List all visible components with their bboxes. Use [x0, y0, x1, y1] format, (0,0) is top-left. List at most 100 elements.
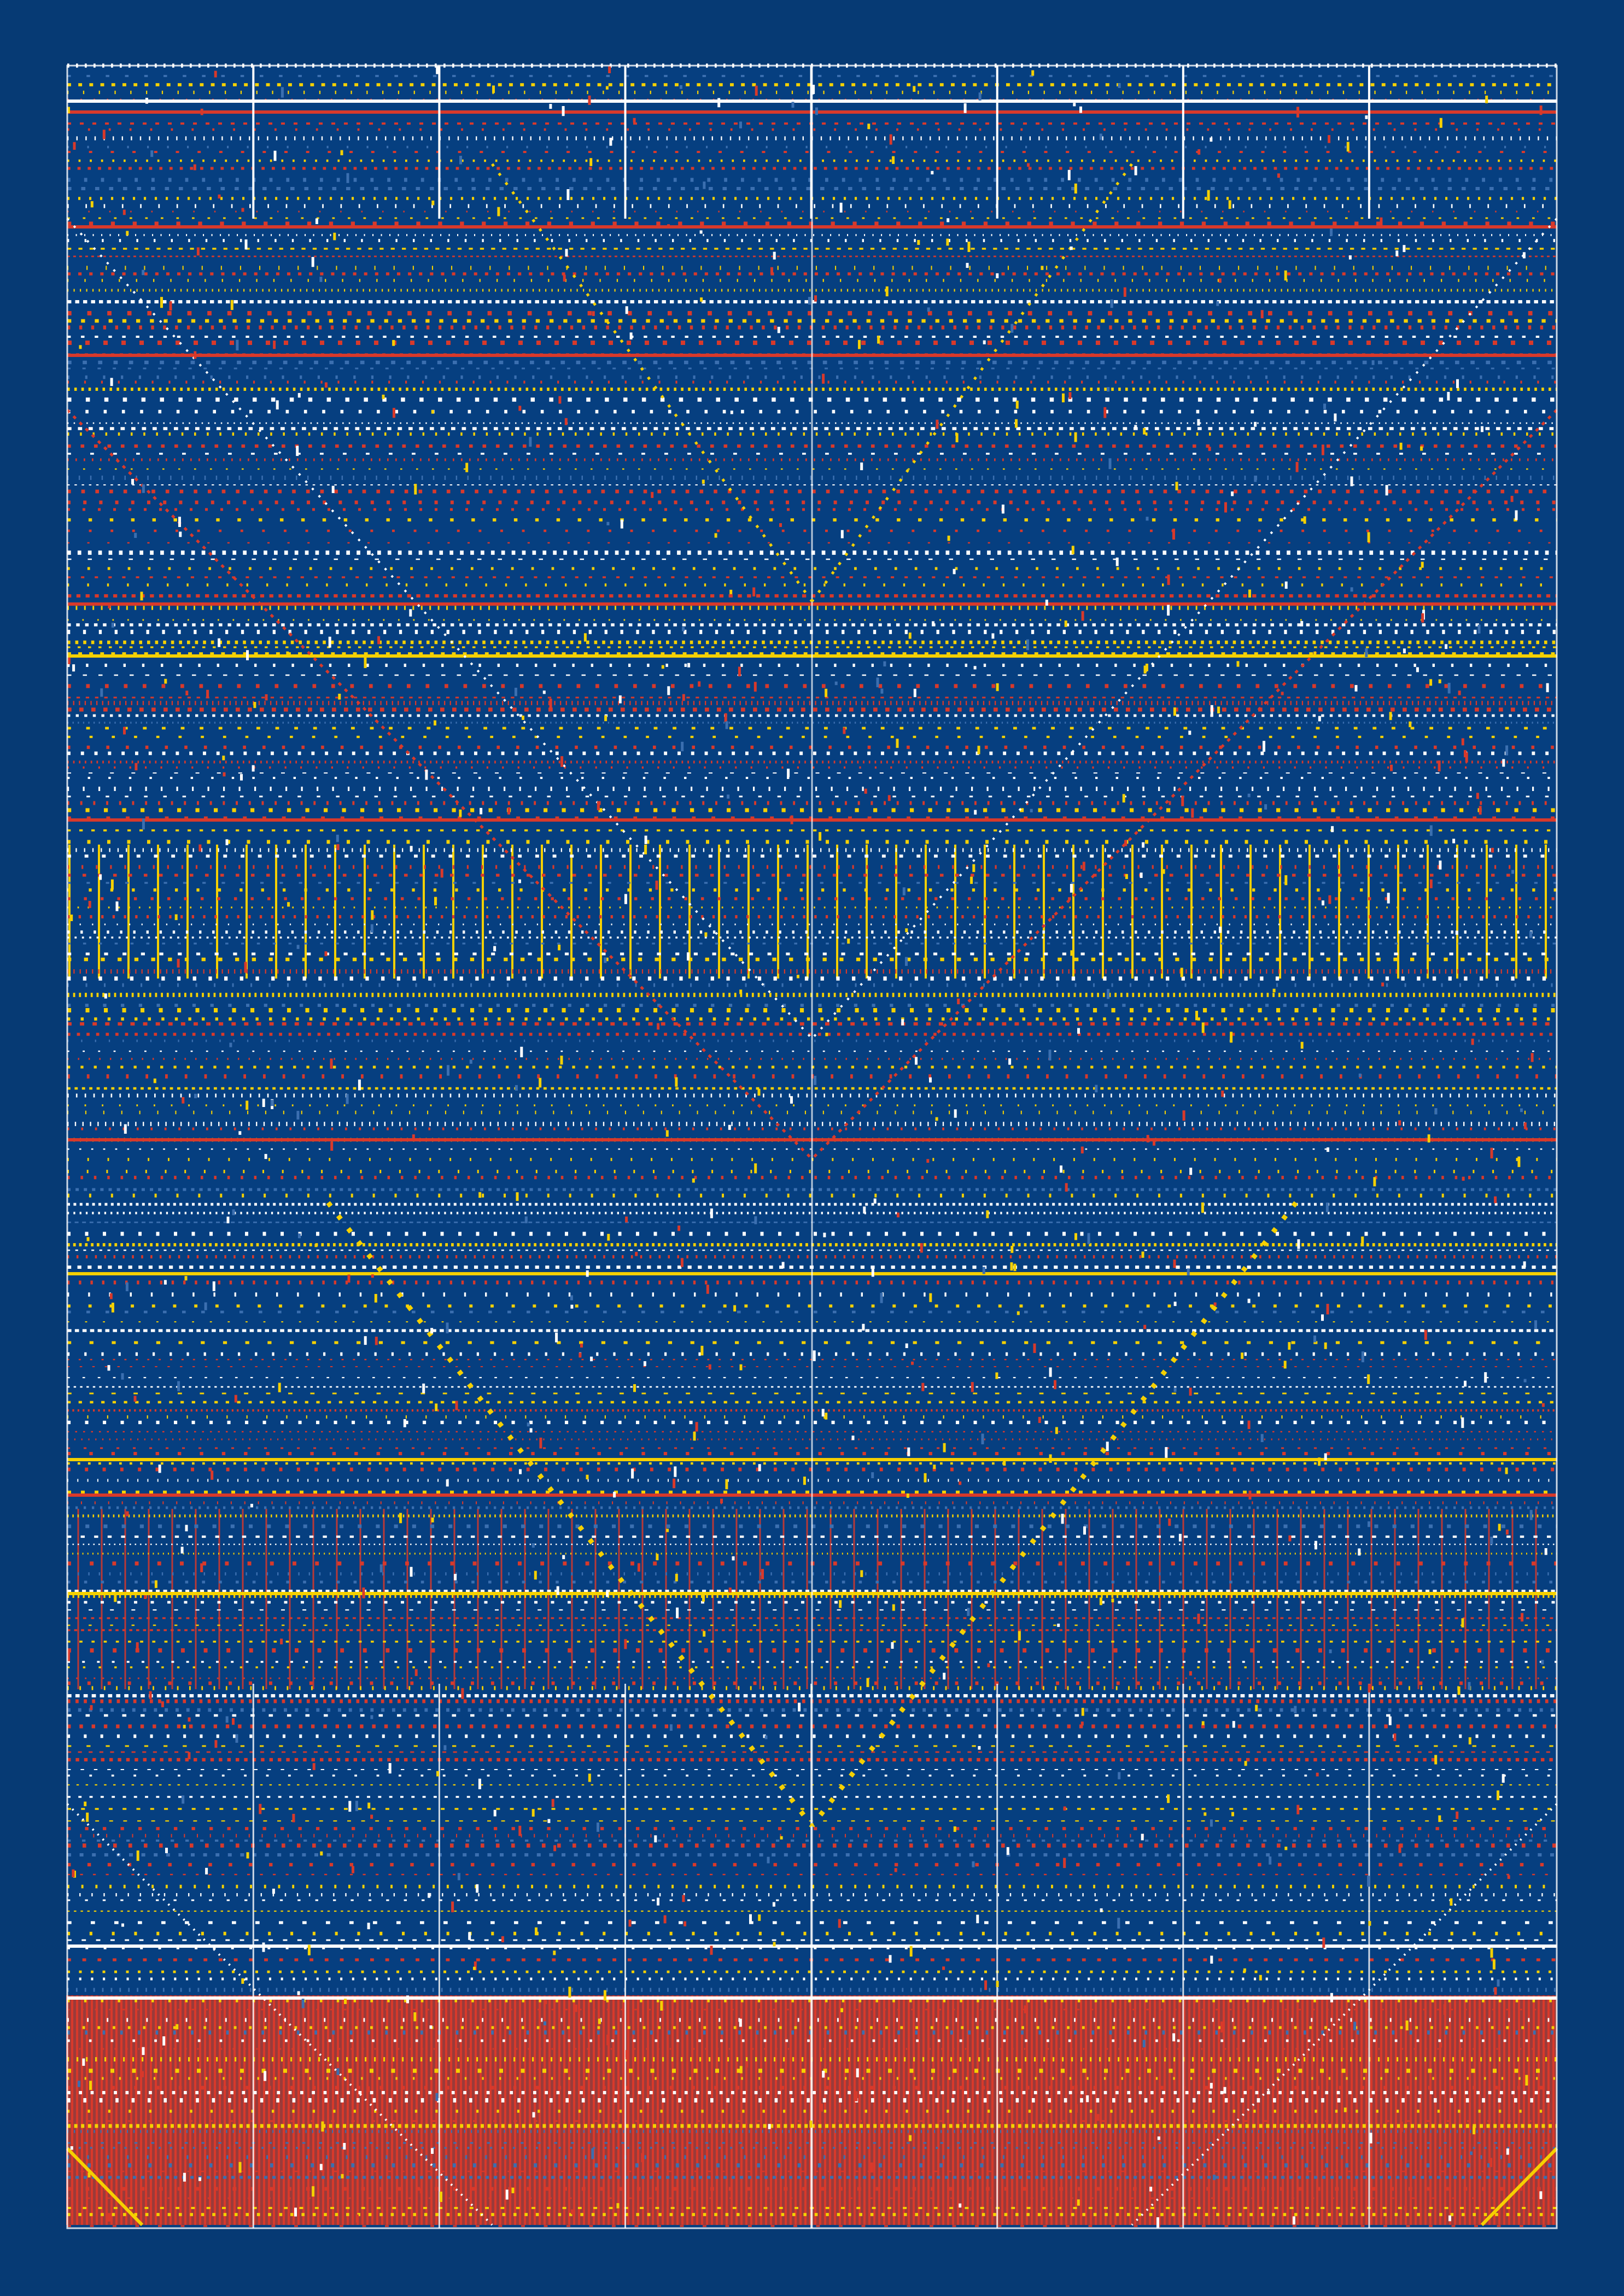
diagonal	[1131, 1803, 1558, 2226]
dot	[160, 297, 163, 308]
dot	[1263, 741, 1265, 752]
dot	[1288, 1535, 1292, 1542]
dot	[604, 715, 607, 722]
dot	[110, 879, 114, 890]
dot	[657, 1897, 659, 1906]
dot	[154, 1580, 157, 1588]
dot	[1140, 872, 1143, 878]
dot	[262, 1098, 265, 1107]
dot	[108, 2213, 110, 2222]
dot	[1328, 895, 1331, 904]
dot	[943, 1672, 946, 1680]
dot	[739, 989, 743, 994]
dot	[651, 491, 654, 498]
dot	[121, 1923, 124, 1927]
dot	[1063, 1806, 1066, 1811]
dot	[1099, 133, 1102, 140]
dot	[1393, 1733, 1397, 1741]
dot	[1247, 1298, 1251, 1303]
dot	[461, 1688, 464, 1699]
dot	[856, 2068, 859, 2077]
dot	[431, 410, 434, 414]
dot	[591, 2148, 594, 2159]
dot	[883, 661, 886, 667]
dot	[1204, 1812, 1207, 1816]
dot	[1248, 589, 1251, 598]
dot	[1001, 505, 1004, 514]
dot	[264, 1153, 267, 1159]
dot	[1207, 190, 1210, 201]
dot	[1106, 1442, 1109, 1451]
dot	[1511, 870, 1515, 874]
dot	[1490, 1537, 1493, 1545]
dot	[447, 1065, 449, 1076]
dot	[739, 121, 742, 128]
dot	[605, 86, 609, 90]
dot	[562, 1555, 565, 1560]
dot	[1064, 620, 1067, 627]
dot	[1294, 1706, 1297, 1713]
dot	[200, 108, 203, 115]
dot	[1358, 1548, 1361, 1556]
dot	[1494, 1987, 1497, 1995]
dot	[183, 1725, 186, 1729]
dot	[281, 87, 284, 98]
dot	[1100, 1908, 1103, 1912]
dot	[375, 1337, 378, 1345]
dot	[1295, 462, 1299, 472]
dot	[1269, 1856, 1272, 1865]
dot	[1146, 517, 1149, 521]
dot	[754, 1163, 757, 1174]
dot	[606, 2034, 610, 2046]
dot	[1081, 611, 1084, 621]
dot	[921, 1383, 925, 1391]
dot	[527, 1422, 530, 1427]
dot	[126, 1511, 129, 1516]
dot	[355, 2214, 359, 2223]
dot	[1065, 1183, 1068, 1192]
dot	[88, 901, 91, 908]
dot	[1403, 648, 1406, 654]
dot	[613, 1491, 616, 1498]
dot	[1110, 299, 1113, 308]
dot	[431, 200, 435, 206]
dot	[1213, 2175, 1216, 2180]
dot	[1143, 427, 1146, 435]
dot	[446, 1322, 449, 1333]
dot	[204, 1302, 207, 1310]
dot	[1284, 875, 1288, 886]
dot	[947, 218, 950, 222]
dot	[860, 1570, 863, 1577]
dot	[1300, 1041, 1304, 1049]
dot	[131, 479, 134, 485]
dot	[870, 2162, 873, 2173]
dot	[478, 1192, 482, 1198]
dot	[1326, 1304, 1329, 1315]
dot	[367, 1923, 370, 1930]
dot	[955, 433, 959, 443]
dot	[89, 2081, 92, 2090]
dot	[111, 1302, 114, 1313]
dot	[633, 118, 636, 123]
dot	[1365, 648, 1368, 658]
dot	[1201, 1022, 1205, 1033]
dot	[1489, 2158, 1493, 2168]
dot	[1254, 476, 1257, 482]
frame	[66, 65, 1558, 2229]
dot	[1314, 1541, 1317, 1550]
dot	[544, 2021, 546, 2025]
dot	[558, 396, 562, 404]
dot	[1318, 1457, 1321, 1466]
dot	[588, 95, 591, 105]
dot	[90, 1705, 93, 1711]
dot	[654, 1835, 657, 1843]
dot	[629, 332, 633, 339]
dot	[676, 1607, 679, 1619]
dot	[315, 218, 318, 224]
dot	[67, 107, 70, 114]
dot	[262, 1942, 265, 1952]
dot	[549, 104, 552, 109]
dot	[1055, 1427, 1058, 1434]
dot	[1070, 950, 1073, 956]
dot	[674, 1466, 677, 1477]
